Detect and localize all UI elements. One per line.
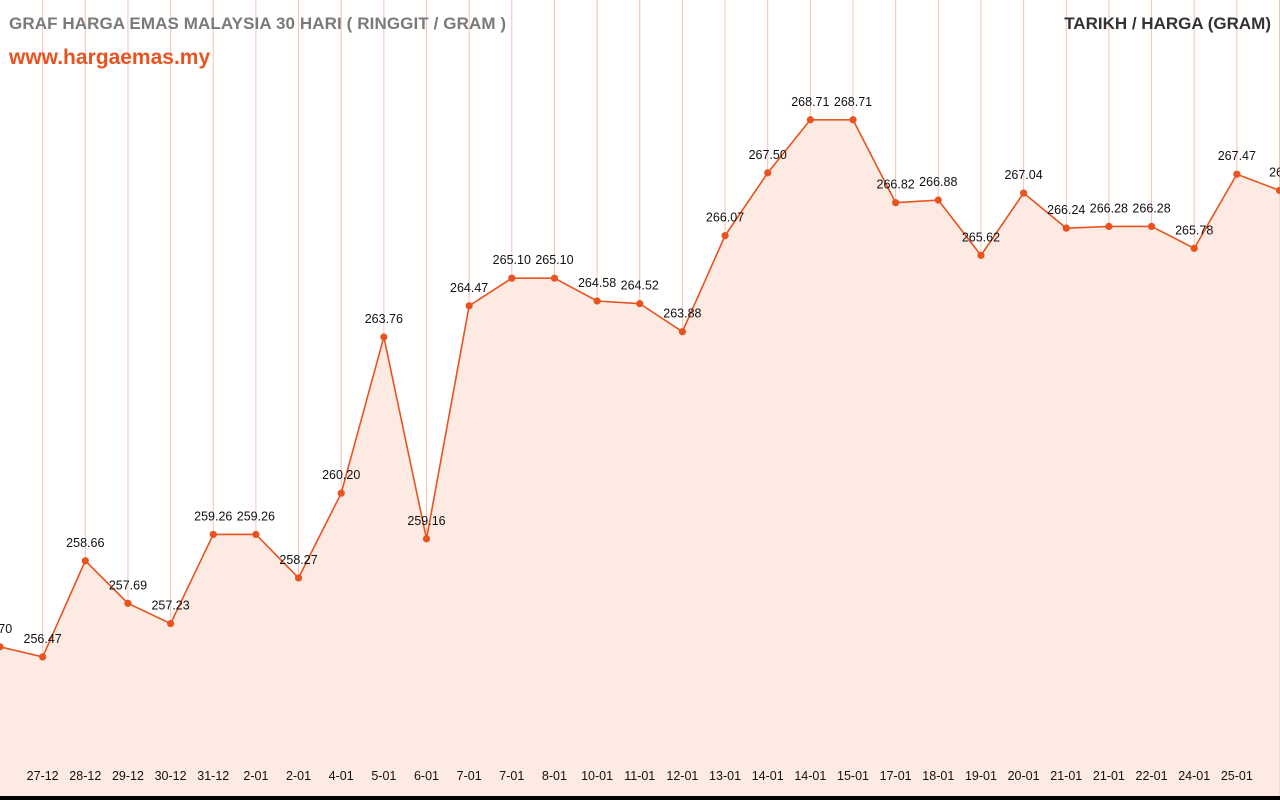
- data-point: [1105, 222, 1113, 231]
- data-point: [636, 300, 644, 308]
- value-label: 263.88: [663, 307, 701, 321]
- data-point: [1062, 224, 1070, 232]
- value-label: 258.66: [66, 536, 104, 550]
- data-point: [209, 530, 217, 539]
- value-label: 256.47: [24, 632, 62, 646]
- value-label: 266.07: [706, 211, 744, 225]
- x-tick-label: 7-01: [499, 769, 524, 783]
- value-label: 265.62: [962, 230, 1000, 244]
- data-point: [1233, 170, 1241, 178]
- value-label: 266.28: [1090, 201, 1128, 215]
- data-point: [0, 643, 4, 651]
- value-label: 265.78: [1175, 223, 1213, 237]
- value-label: 260.20: [322, 468, 360, 482]
- value-label: 265.10: [493, 253, 531, 267]
- data-point: [167, 619, 175, 628]
- x-tick-label: 5-01: [371, 769, 396, 783]
- value-label: 264.52: [621, 279, 659, 293]
- data-point: [849, 116, 857, 124]
- x-tick-label: 31-12: [197, 769, 229, 783]
- data-point: [977, 251, 985, 259]
- x-tick-label: 7-01: [457, 769, 482, 783]
- value-label: 267: [1269, 165, 1280, 179]
- x-tick-label: 17-01: [880, 769, 912, 783]
- value-label: 268.71: [791, 95, 829, 109]
- data-point: [294, 574, 303, 582]
- x-tick-label: 18-01: [922, 769, 954, 783]
- value-label: 268.71: [834, 95, 872, 109]
- value-label: 264.47: [450, 281, 488, 295]
- area-fill: [0, 119, 1280, 796]
- value-label: 267.47: [1218, 149, 1256, 163]
- x-tick-label: 8-01: [542, 769, 567, 783]
- x-tick-label: 21-01: [1093, 769, 1125, 783]
- data-point: [764, 169, 772, 177]
- site-link[interactable]: www.hargaemas.my: [9, 46, 211, 69]
- legend-label: TARIKH / HARGA (GRAM): [1064, 14, 1271, 33]
- value-label: 257.69: [109, 578, 147, 592]
- data-point: [593, 297, 601, 305]
- data-point: [721, 232, 729, 240]
- value-label: 6.70: [0, 622, 12, 636]
- x-tick-label: 14-01: [752, 769, 784, 783]
- bottom-bar: [0, 796, 1280, 800]
- x-tick-label: 20-01: [1008, 769, 1040, 783]
- x-tick-label: 12-01: [666, 769, 698, 783]
- x-tick-label: 30-12: [155, 769, 187, 783]
- data-point: [550, 274, 559, 282]
- data-point: [39, 653, 47, 661]
- data-point: [678, 328, 687, 336]
- x-tick-label: 24-01: [1178, 769, 1210, 783]
- x-tick-label: 4-01: [329, 769, 354, 783]
- value-label: 266.24: [1047, 203, 1085, 217]
- x-tick-label: 27-12: [27, 769, 59, 783]
- data-point: [337, 489, 345, 497]
- value-label: 258.27: [279, 553, 317, 567]
- value-label: 264.58: [578, 276, 616, 290]
- x-tick-label: 2-01: [243, 769, 268, 783]
- x-tick-label: 13-01: [709, 769, 741, 783]
- data-point: [465, 302, 473, 310]
- x-tick-label: 28-12: [69, 769, 101, 783]
- value-label: 259.16: [407, 514, 445, 528]
- x-tick-label: 15-01: [837, 769, 869, 783]
- value-label: 257.23: [151, 599, 189, 613]
- data-point: [1147, 222, 1156, 231]
- value-label: 259.26: [237, 509, 275, 523]
- x-tick-label: 25-01: [1221, 769, 1253, 783]
- x-tick-label: 11-01: [624, 769, 655, 783]
- x-tick-label: 19-01: [965, 769, 997, 783]
- x-tick-label: 10-01: [581, 769, 613, 783]
- data-point: [508, 274, 516, 282]
- x-tick-label: 21-01: [1050, 769, 1082, 783]
- x-tick-label: 14-01: [794, 769, 826, 783]
- chart-title: GRAF HARGA EMAS MALAYSIA 30 HARI ( RINGG…: [9, 14, 507, 33]
- x-tick-label: 22-01: [1136, 769, 1168, 783]
- data-point: [934, 196, 942, 204]
- data-point: [252, 530, 260, 539]
- value-label: 259.26: [194, 509, 232, 523]
- value-label: 266.28: [1132, 201, 1170, 215]
- value-label: 263.76: [365, 312, 403, 326]
- data-point: [380, 333, 388, 341]
- x-tick-label: 6-01: [414, 769, 439, 783]
- value-label: 266.82: [877, 178, 915, 192]
- data-point: [892, 199, 900, 207]
- data-point: [1275, 186, 1280, 195]
- data-point: [1020, 189, 1028, 197]
- value-label: 267.50: [749, 148, 787, 162]
- value-label: 266.88: [919, 175, 957, 189]
- value-label: 267.04: [1004, 168, 1042, 182]
- x-tick-label: 29-12: [112, 769, 144, 783]
- data-point: [806, 116, 814, 124]
- data-point: [1190, 244, 1198, 252]
- data-point: [422, 535, 431, 543]
- data-point: [124, 599, 132, 607]
- data-point: [81, 557, 89, 565]
- x-tick-label: 2-01: [286, 769, 311, 783]
- value-label: 265.10: [535, 253, 573, 267]
